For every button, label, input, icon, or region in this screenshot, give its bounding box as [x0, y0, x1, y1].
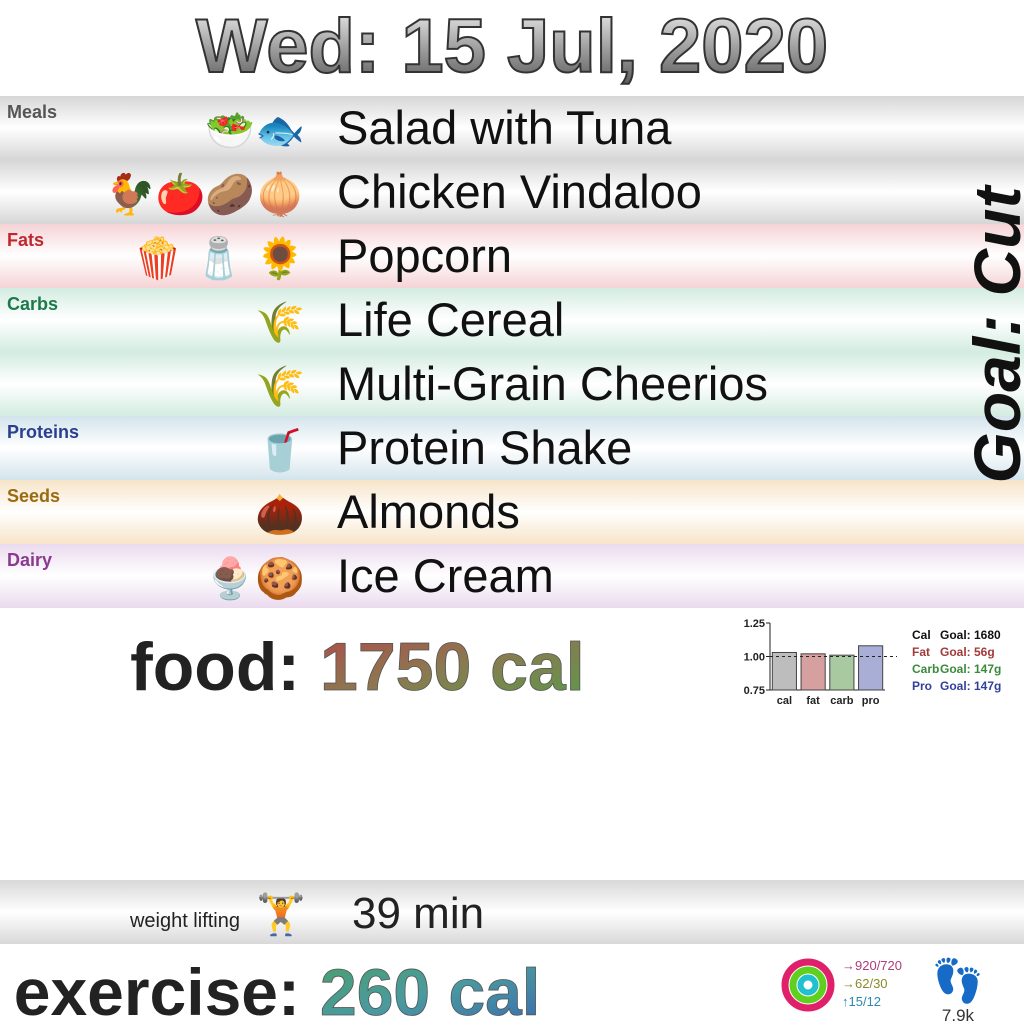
x-tick-label: pro: [862, 695, 880, 707]
title: Wed: 15 Jul, 2020: [196, 4, 828, 89]
legend-goal: Goal: 147g: [940, 662, 1001, 676]
exercise-icon: 🏋️: [256, 891, 306, 937]
bar: [858, 645, 884, 691]
section-label: Meals: [7, 102, 57, 122]
legend-name: Pro: [912, 679, 932, 693]
section-label: Proteins: [7, 422, 79, 442]
ring-stat: →920/720: [842, 958, 902, 973]
food-label: food:: [130, 629, 300, 705]
macro-chart: 0.75 1.00 1.25 cal fat carb pro Cal Goal: 1680 Fa…: [744, 618, 1002, 707]
row-band: [0, 224, 1024, 288]
food-name: Chicken Vindaloo: [337, 165, 702, 218]
food-name: Protein Shake: [337, 421, 632, 474]
section-label: Fats: [7, 230, 44, 250]
row-band: [0, 96, 1024, 160]
y-tick-label: 1.00: [744, 652, 765, 664]
legend-goal: Goal: 147g: [940, 679, 1001, 693]
row-band: [0, 288, 1024, 352]
bar: [829, 654, 855, 691]
food-icons: 🥤: [255, 427, 305, 473]
activity-rings-icon: [781, 958, 835, 1012]
food-name: Life Cereal: [337, 293, 564, 346]
row-band: [0, 352, 1024, 416]
food-icons: 🍿 🧂 🌻: [133, 234, 305, 281]
steps-icon: 👣: [932, 955, 984, 1006]
legend-name: Cal: [912, 628, 931, 642]
x-tick-label: cal: [777, 695, 792, 707]
goal: Goal: Cut: [960, 183, 1024, 483]
steps: 7.9k: [942, 1006, 975, 1024]
section-label: Seeds: [7, 486, 60, 506]
food-icons: 🌰: [255, 493, 305, 537]
legend-goal: Goal: 1680: [940, 628, 1001, 642]
section-label: Carbs: [7, 294, 58, 314]
food-icons: 🍨🍪: [205, 554, 305, 602]
section-label: Dairy: [7, 550, 52, 570]
bar: [771, 651, 797, 691]
food-icons: 🌾: [255, 301, 305, 345]
row-band: [0, 160, 1024, 224]
meal-list: Meals 🥗🐟 Salad with Tuna 🐓🍅🥔🧅 Chicken Vindal…: [0, 96, 1024, 608]
y-tick-label: 1.25: [744, 618, 765, 630]
exercise-duration: 39 min: [352, 889, 484, 938]
x-tick-label: fat: [806, 695, 820, 707]
legend-name: Carb: [912, 662, 939, 676]
food-icons: 🐓🍅🥔🧅: [106, 170, 305, 218]
row-band: [0, 416, 1024, 480]
food-name: Multi-Grain Cheerios: [337, 357, 768, 410]
food-icons: 🌾: [255, 365, 305, 409]
ring-stat: ↑15/12: [842, 994, 881, 1009]
food-name: Almonds: [337, 485, 520, 538]
bar: [800, 653, 826, 691]
exercise-total: 260 cal: [320, 955, 540, 1024]
row-band: [0, 480, 1024, 544]
food-name: Popcorn: [337, 229, 512, 282]
y-tick-label: 0.75: [744, 685, 765, 697]
row-band: [0, 544, 1024, 608]
legend-name: Fat: [912, 645, 930, 659]
food-name: Ice Cream: [337, 549, 554, 602]
exercise-label: exercise:: [14, 955, 300, 1024]
legend-goal: Goal: 56g: [940, 645, 995, 659]
exercise-band: [0, 880, 1024, 944]
food-icons: 🥗🐟: [205, 109, 305, 153]
food-name: Salad with Tuna: [337, 101, 672, 154]
x-tick-label: carb: [830, 695, 854, 707]
food-total: 1750 cal: [320, 629, 585, 705]
exercise-activity: weight lifting: [129, 910, 240, 932]
activity-ring-stats: →920/720 →62/30 ↑15/12: [842, 958, 902, 1009]
ring-stat: →62/30: [842, 976, 888, 991]
